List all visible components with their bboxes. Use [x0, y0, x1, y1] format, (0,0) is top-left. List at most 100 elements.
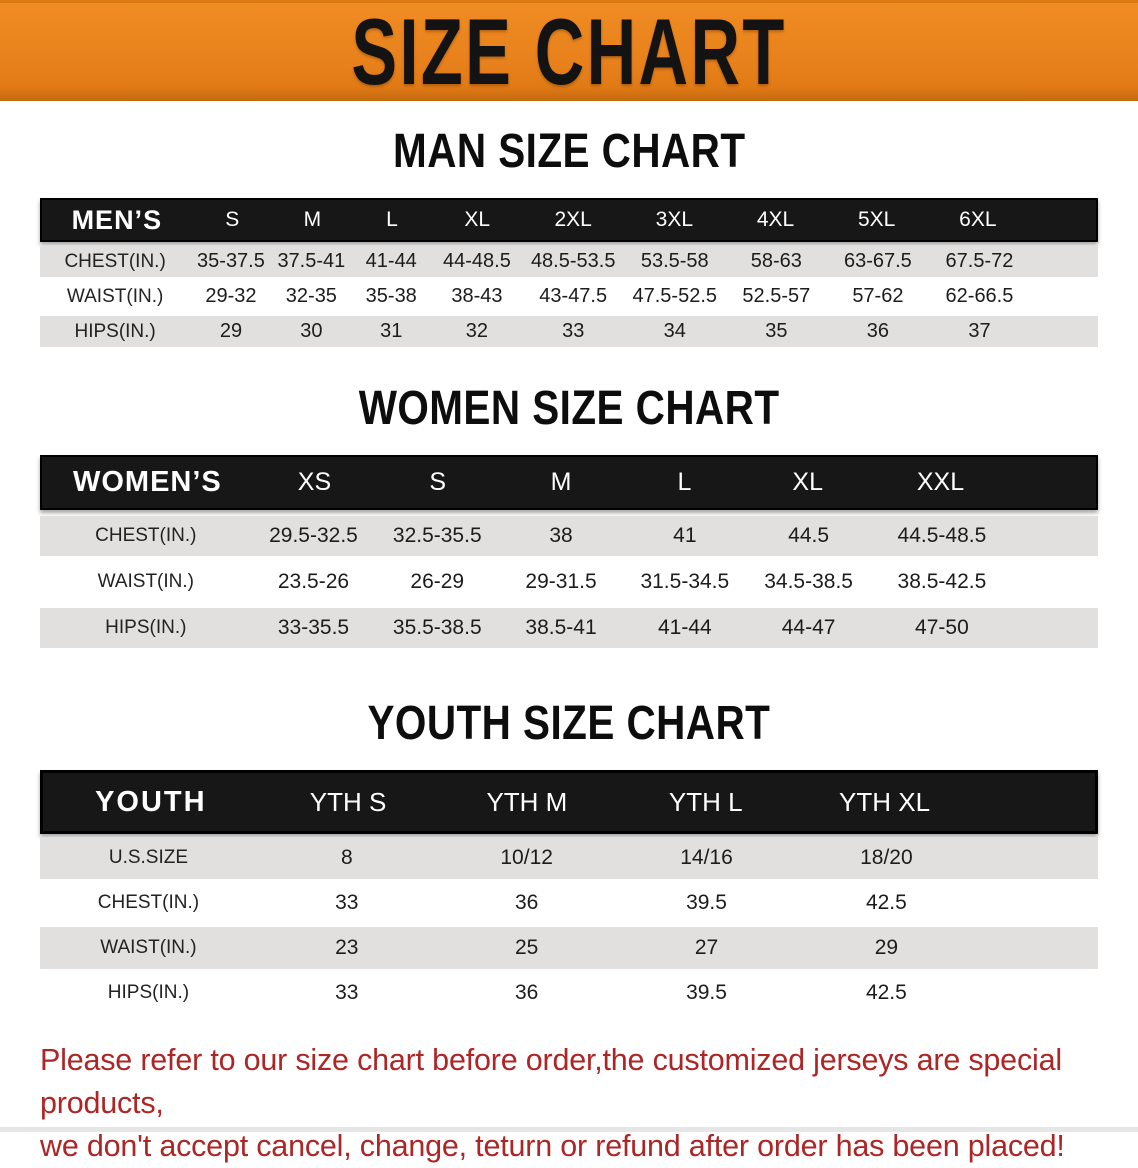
data-cell: 41-44 — [657, 616, 712, 639]
data-cell: 33-35.5 — [277, 616, 350, 639]
size-column-header: XL — [464, 208, 491, 231]
data-cell: 30 — [300, 320, 323, 342]
data-cell: 38.5-42.5 — [897, 570, 987, 593]
banner-title: SIZE CHART — [351, 0, 787, 104]
size-column-header: L — [677, 468, 692, 496]
row-label: CHEST(IN.) — [64, 250, 166, 272]
size-column-header: S — [429, 468, 447, 496]
data-cell: 34.5-38.5 — [764, 570, 853, 593]
data-cell: 35-38 — [365, 285, 417, 307]
data-cell: 47-50 — [915, 616, 969, 639]
data-cell: 48.5-53.5 — [530, 250, 616, 272]
data-cell: 33 — [335, 891, 359, 914]
data-cell: 34 — [663, 320, 686, 342]
size-column-header: YTH XL — [839, 786, 931, 817]
size-column-header: XXL — [916, 468, 965, 496]
table-corner-label: MEN’S — [71, 204, 163, 235]
data-cell: 44.5-48.5 — [897, 524, 987, 547]
data-cell: 31.5-34.5 — [640, 570, 730, 593]
table-row: U.S.SIZE 8 10/12 14/16 18/20 — [40, 837, 1098, 879]
data-cell: 43-47.5 — [539, 285, 608, 307]
table-row: CHEST(IN.) 35-37.5 37.5-41 41-44 44-48.5 48.5… — [40, 246, 1098, 277]
women-table-rows: CHEST(IN.) 29.5-32.5 32.5-35.5 38 41 44.5 44.5… — [40, 516, 1098, 648]
data-cell: 39.5 — [686, 891, 727, 914]
size-column-header: S — [225, 208, 240, 231]
row-label: CHEST(IN.) — [95, 525, 197, 546]
data-cell: 53.5-58 — [640, 250, 709, 272]
table-row: HIPS(IN.) 33-35.5 35.5-38.5 38.5-41 41-44 44-… — [40, 608, 1098, 648]
men-section-heading-text: MAN SIZE CHART — [392, 122, 746, 178]
data-cell: 33 — [562, 320, 585, 342]
row-label: HIPS(IN.) — [107, 982, 190, 1003]
row-label: U.S.SIZE — [108, 847, 189, 868]
size-column-header: 4XL — [756, 208, 795, 231]
table-row: HIPS(IN.) 29 30 31 32 33 34 35 36 37 — [40, 316, 1098, 347]
data-cell: 38.5-41 — [525, 616, 597, 639]
youth-table-header-bar: YOUTH YTH S YTH M YTH L YTH XL — [40, 770, 1098, 834]
row-label: WAIST(IN.) — [66, 285, 164, 307]
row-label: HIPS(IN.) — [74, 320, 156, 342]
data-cell: 38-43 — [451, 285, 503, 307]
size-column-header: 3XL — [655, 208, 694, 231]
size-column-header: XL — [792, 468, 823, 496]
youth-size-table: YOUTH YTH S YTH M YTH L YTH XL U.S.SIZE 8 10/1… — [40, 770, 1098, 1014]
data-cell: 31 — [380, 320, 403, 342]
size-column-header: YTH M — [486, 786, 568, 817]
data-cell: 35 — [765, 320, 788, 342]
row-label: WAIST(IN.) — [97, 571, 194, 592]
data-cell: 23 — [335, 936, 359, 959]
size-column-header: L — [386, 208, 398, 231]
women-size-table: WOMEN’S XS S M L XL XXL CHEST(IN.) 29.5-32.5 32.… — [40, 455, 1098, 648]
men-table-header-bar: MEN’S S M L XL 2XL 3XL 4XL 5XL 6XL — [40, 198, 1098, 242]
youth-section-heading: YOUTH SIZE CHART — [0, 694, 1138, 750]
women-size-section: WOMEN SIZE CHART WOMEN’S XS S M L XL XXL CHEST… — [0, 381, 1138, 648]
data-cell: 44.5 — [788, 524, 830, 547]
youth-size-section: YOUTH SIZE CHART YOUTH YTH S YTH M YTH L YTH… — [0, 694, 1138, 1014]
data-cell: 29-31.5 — [525, 570, 597, 593]
data-cell: 37.5-41 — [277, 250, 346, 272]
row-label: HIPS(IN.) — [105, 617, 187, 638]
women-table-header-bar: WOMEN’S XS S M L XL XXL — [40, 455, 1098, 510]
data-cell: 23.5-26 — [277, 570, 350, 593]
data-cell: 57-62 — [852, 285, 904, 307]
data-cell: 32.5-35.5 — [392, 524, 482, 547]
data-cell: 44-48.5 — [443, 250, 511, 272]
data-cell: 29.5-32.5 — [269, 524, 358, 547]
table-row: CHEST(IN.) 33 36 39.5 42.5 — [40, 882, 1098, 924]
men-size-section: MAN SIZE CHART MEN’S S M L XL 2XL 3XL 4XL 5XL 6XL… — [0, 122, 1138, 347]
data-cell: 41-44 — [365, 250, 417, 272]
disclaimer-line-1: Please refer to our size chart before or… — [40, 1043, 1062, 1120]
data-cell: 26-29 — [410, 570, 465, 593]
size-column-header: YTH L — [668, 786, 743, 817]
data-cell: 8 — [340, 846, 353, 869]
data-cell: 33 — [335, 981, 359, 1004]
data-cell: 10/12 — [500, 846, 553, 869]
data-cell: 29 — [874, 936, 899, 959]
size-column-header: 6XL — [959, 208, 997, 231]
data-cell: 41 — [673, 524, 697, 547]
data-cell: 42.5 — [865, 891, 907, 914]
data-cell: 25 — [514, 936, 539, 959]
data-cell: 14/16 — [680, 846, 733, 869]
data-cell: 36 — [514, 891, 539, 914]
size-column-header: M — [550, 468, 572, 496]
disclaimer-text: Please refer to our size chart before or… — [40, 1039, 1138, 1168]
data-cell: 67.5-72 — [945, 250, 1014, 272]
men-table-rows: CHEST(IN.) 35-37.5 37.5-41 41-44 44-48.5 48.5… — [40, 246, 1098, 347]
data-cell: 39.5 — [686, 981, 727, 1004]
row-label: CHEST(IN.) — [97, 892, 200, 913]
data-cell: 38 — [549, 524, 573, 547]
data-cell: 32-35 — [285, 285, 337, 307]
table-row: WAIST(IN.) 23 25 27 29 — [40, 927, 1098, 969]
size-column-header: XS — [297, 468, 332, 496]
data-cell: 29-32 — [205, 285, 257, 307]
data-cell: 35-37.5 — [197, 250, 265, 272]
table-row: HIPS(IN.) 33 36 39.5 42.5 — [40, 972, 1098, 1014]
youth-section-heading-text: YOUTH SIZE CHART — [367, 694, 771, 750]
data-cell: 37 — [968, 320, 991, 342]
size-column-header: 5XL — [858, 208, 896, 231]
data-cell: 36 — [514, 981, 539, 1004]
data-cell: 18/20 — [860, 846, 913, 869]
size-column-header: M — [303, 208, 322, 231]
size-chart-banner: SIZE CHART — [0, 0, 1138, 101]
